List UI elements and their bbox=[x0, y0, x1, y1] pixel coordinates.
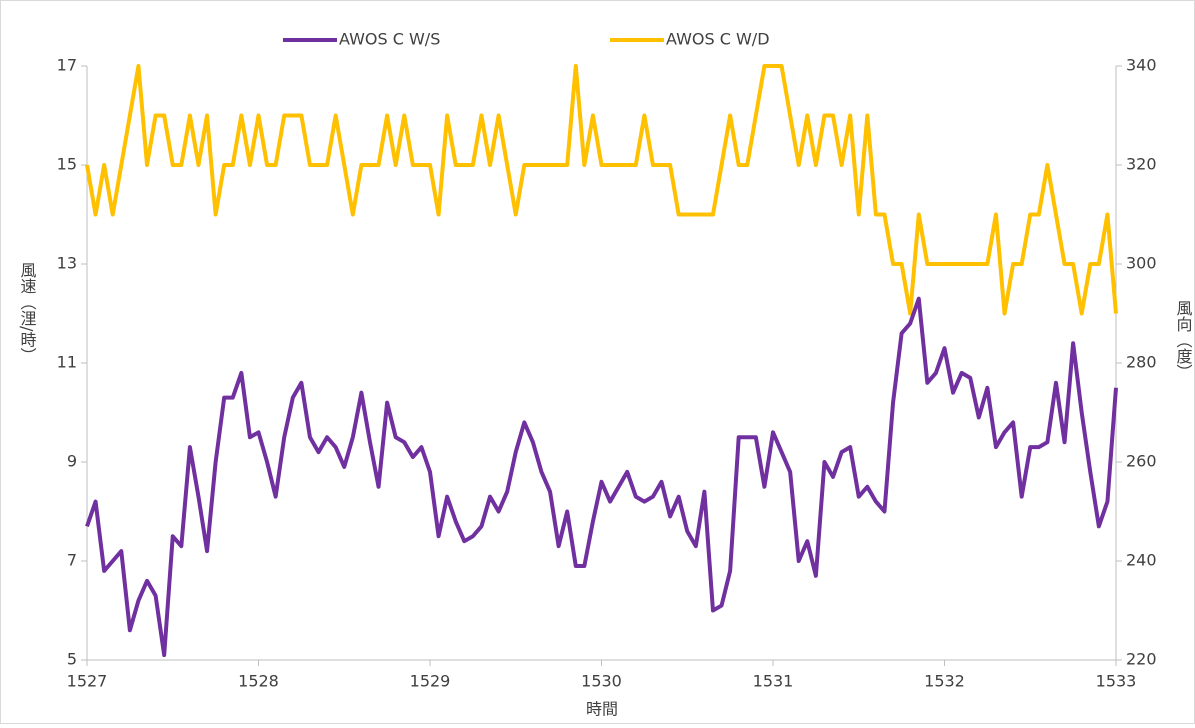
y-tick-label: 7 bbox=[67, 551, 77, 570]
y2-tick-label: 220 bbox=[1126, 650, 1157, 669]
y-tick-label: 13 bbox=[57, 254, 77, 273]
x-tick-label: 1528 bbox=[238, 672, 279, 691]
y2-tick-label: 340 bbox=[1126, 56, 1157, 75]
y2-axis-title: 風向（度） bbox=[1174, 300, 1193, 380]
y-tick-label: 11 bbox=[57, 353, 77, 372]
legend-label: AWOS C W/S bbox=[339, 30, 440, 49]
y-tick-label: 9 bbox=[67, 452, 77, 471]
x-tick-label: 1531 bbox=[753, 672, 794, 691]
x-tick-label: 1530 bbox=[581, 672, 622, 691]
x-tick-label: 1527 bbox=[67, 672, 108, 691]
x-tick-label: 1533 bbox=[1096, 672, 1137, 691]
y2-tick-label: 260 bbox=[1126, 452, 1157, 471]
x-tick-label: 1532 bbox=[924, 672, 965, 691]
y2-tick-label: 300 bbox=[1126, 254, 1157, 273]
x-tick-label: 1529 bbox=[410, 672, 451, 691]
series-line bbox=[85, 64, 1118, 316]
y-axis-title: 風速（浬/時） bbox=[18, 262, 37, 363]
y2-tick-label: 320 bbox=[1126, 155, 1157, 174]
y2-tick-label: 240 bbox=[1126, 551, 1157, 570]
y-tick-label: 15 bbox=[57, 155, 77, 174]
y-tick-label: 17 bbox=[57, 56, 77, 75]
x-axis-title: 時間 bbox=[586, 700, 618, 719]
y-tick-label: 5 bbox=[67, 650, 77, 669]
legend-label: AWOS C W/D bbox=[666, 30, 770, 49]
series-line bbox=[85, 296, 1118, 658]
y2-tick-label: 280 bbox=[1126, 353, 1157, 372]
